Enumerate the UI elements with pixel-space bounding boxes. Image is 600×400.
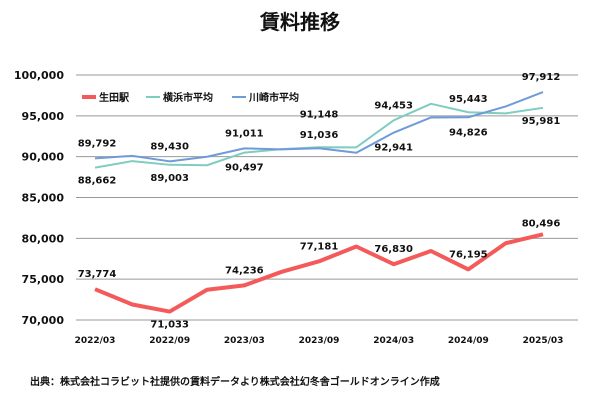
data-label: 76,195 bbox=[449, 249, 488, 260]
y-tick-label: 95,000 bbox=[22, 110, 65, 123]
data-label: 74,236 bbox=[225, 265, 264, 276]
data-label: 95,981 bbox=[522, 116, 561, 127]
data-label: 91,036 bbox=[300, 130, 339, 141]
x-tick-label: 2025/03 bbox=[523, 336, 564, 346]
series-line-0 bbox=[94, 232, 544, 314]
y-tick-label: 75,000 bbox=[22, 273, 65, 286]
data-label: 94,453 bbox=[374, 100, 413, 111]
y-tick-label: 85,000 bbox=[22, 192, 65, 205]
data-label: 77,181 bbox=[300, 241, 339, 252]
data-label: 95,443 bbox=[449, 94, 488, 105]
y-tick-label: 90,000 bbox=[22, 151, 65, 164]
x-tick-label: 2022/09 bbox=[149, 336, 190, 346]
x-tick-label: 2022/03 bbox=[75, 336, 116, 346]
series-line-2 bbox=[94, 91, 544, 163]
data-label: 92,941 bbox=[374, 143, 413, 154]
data-label: 97,912 bbox=[522, 72, 561, 83]
y-tick-label: 70,000 bbox=[22, 314, 65, 327]
legend-label: 横浜市平均 bbox=[163, 91, 213, 104]
data-label: 94,826 bbox=[449, 127, 488, 138]
data-label: 90,497 bbox=[225, 163, 264, 174]
data-label: 91,148 bbox=[300, 109, 339, 120]
chart-title: 賃料推移 bbox=[260, 10, 340, 34]
data-label: 89,430 bbox=[150, 141, 189, 152]
legend-label: 生田駅 bbox=[99, 91, 130, 104]
x-tick-label: 2023/03 bbox=[224, 336, 265, 346]
data-label: 91,011 bbox=[225, 128, 264, 139]
source-footnote: 出典：株式会社コラビット社提供の賃料データより株式会社幻冬舎ゴールドオンライン作… bbox=[30, 377, 440, 388]
y-tick-label: 80,000 bbox=[22, 232, 65, 245]
data-label: 73,774 bbox=[78, 269, 117, 280]
data-label: 89,003 bbox=[150, 173, 189, 184]
data-label: 76,830 bbox=[374, 244, 413, 255]
data-label: 80,496 bbox=[522, 218, 561, 229]
legend-label: 川崎市平均 bbox=[248, 91, 299, 104]
x-tick-label: 2024/03 bbox=[373, 336, 414, 346]
data-label: 88,662 bbox=[78, 176, 117, 187]
x-tick-label: 2023/09 bbox=[299, 336, 340, 346]
data-label: 71,033 bbox=[150, 320, 189, 331]
y-tick-label: 100,000 bbox=[14, 69, 64, 82]
x-tick-label: 2024/09 bbox=[448, 336, 489, 346]
data-label: 89,792 bbox=[78, 138, 117, 149]
